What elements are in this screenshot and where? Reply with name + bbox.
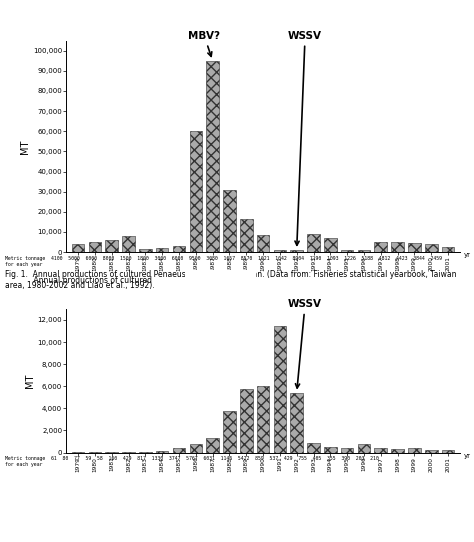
Bar <box>173 448 185 453</box>
Text: yr: yr <box>464 453 471 459</box>
Bar <box>408 243 421 252</box>
Bar <box>190 131 202 252</box>
Bar <box>442 450 454 453</box>
Bar <box>273 250 286 252</box>
Bar <box>391 449 404 453</box>
Bar <box>223 411 236 453</box>
Bar <box>341 250 354 252</box>
Bar <box>341 448 354 453</box>
Y-axis label: MT: MT <box>20 139 30 153</box>
Bar <box>324 237 337 252</box>
Bar <box>173 246 185 252</box>
Bar <box>425 244 438 252</box>
Text: Fig. 1.  Annual productions of cultured Penaeus monodon in Taiwan. (Data from: F: Fig. 1. Annual productions of cultured P… <box>5 270 456 289</box>
Text: for each year: for each year <box>5 262 42 267</box>
Bar <box>89 242 101 252</box>
Bar <box>156 248 168 252</box>
Bar <box>156 451 168 453</box>
Bar <box>257 386 269 453</box>
Y-axis label: MT: MT <box>25 373 35 388</box>
Text: MBV?: MBV? <box>188 31 220 56</box>
Bar <box>89 451 101 453</box>
Bar <box>374 448 387 453</box>
Bar <box>190 443 202 453</box>
Bar <box>374 242 387 252</box>
Bar <box>72 452 84 453</box>
Bar <box>442 247 454 252</box>
Bar <box>324 447 337 453</box>
Text: for each year: for each year <box>5 462 42 467</box>
Bar <box>358 444 370 453</box>
Text: Penaeus monodon: Penaeus monodon <box>185 270 256 279</box>
Text: WSSV: WSSV <box>288 31 322 246</box>
Bar <box>408 448 421 453</box>
Bar <box>206 438 219 453</box>
Bar <box>72 244 84 252</box>
Bar <box>122 236 135 252</box>
Bar <box>307 234 320 252</box>
Bar <box>122 452 135 453</box>
Bar <box>273 326 286 453</box>
Bar <box>291 392 303 453</box>
Text: yr: yr <box>464 252 471 258</box>
Bar <box>105 240 118 252</box>
Bar <box>240 389 253 453</box>
Bar <box>425 450 438 453</box>
Text: Annual productions of cultured: Annual productions of cultured <box>31 276 154 286</box>
Bar <box>223 190 236 252</box>
Bar <box>391 242 404 252</box>
Bar <box>206 61 219 252</box>
Bar <box>105 451 118 453</box>
Bar <box>291 250 303 252</box>
Bar <box>257 235 269 252</box>
Text: WSSV: WSSV <box>288 299 322 388</box>
Bar <box>307 443 320 453</box>
Text: Metric tonnage  61  80  77  59  58  160  429  817  1330  3747  5767  6031  1146 : Metric tonnage 61 80 77 59 58 160 429 81… <box>5 456 379 461</box>
Bar <box>139 452 152 453</box>
Text: Metric tonnage  4100  5000  6000  8000  1500  1800  3000  6000  9500  3080  1657: Metric tonnage 4100 5000 6000 8000 1500 … <box>5 256 442 261</box>
Bar <box>240 218 253 252</box>
Bar <box>358 249 370 252</box>
Bar <box>139 249 152 252</box>
